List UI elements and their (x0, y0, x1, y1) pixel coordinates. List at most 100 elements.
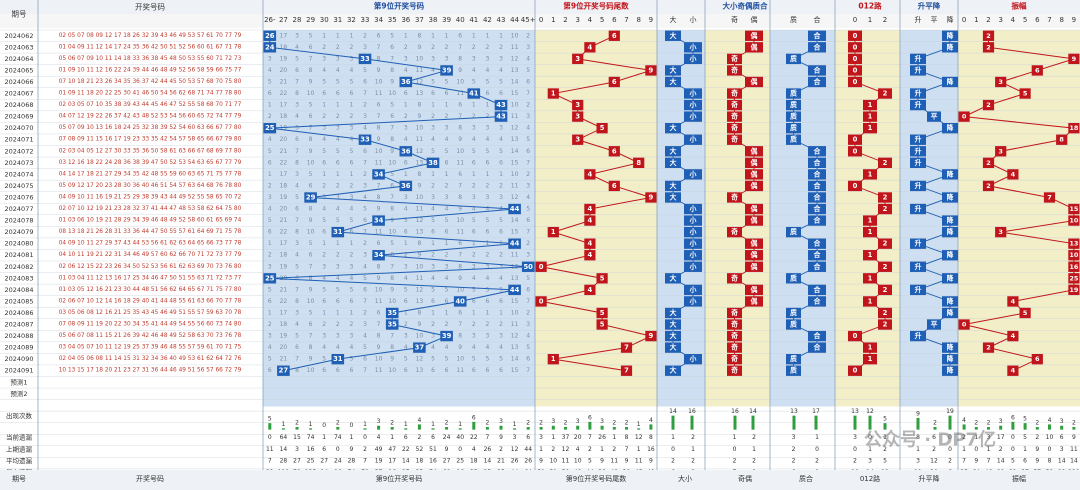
period-label: 2024068 (5, 101, 34, 109)
miss-value: 4 (499, 275, 503, 282)
avg_miss-misc-value: 2 (815, 457, 819, 464)
miss-value: 3 (485, 263, 489, 270)
size-ball (684, 226, 702, 238)
road-ball (878, 203, 892, 215)
prev_miss-number-value: 51 (429, 446, 437, 453)
miss-value: 12 (416, 148, 424, 155)
miss-value: 6 (363, 148, 367, 155)
miss-value: 4 (295, 321, 299, 328)
avg_miss-number-value: 16 (429, 457, 437, 464)
number-ball-label: 41 (469, 90, 479, 98)
miss-value: 2 (499, 321, 503, 328)
trend-ball-label: 升 (915, 135, 922, 144)
avg_miss-number-value: 25 (307, 457, 315, 464)
cur_miss-number-value: 74 (307, 434, 315, 441)
miss-value: 6 (445, 298, 449, 305)
trend-ball-label: 升 (915, 181, 922, 190)
size-ball (665, 342, 681, 353)
miss-value: 9 (377, 206, 381, 213)
subheader-road: 0 (853, 16, 857, 24)
prev_miss-number-value: 26 (484, 446, 492, 453)
subheader-amp: 5 (1023, 16, 1027, 24)
miss-value: 2 (445, 321, 449, 328)
miss-value: 11 (375, 367, 383, 374)
trend-ball (942, 307, 958, 319)
road-ball (848, 65, 862, 76)
miss-value: 2 (472, 182, 476, 189)
subheader-number: 42 (483, 16, 492, 24)
road-ball-label: 2 (883, 159, 888, 167)
tail-ball-label: 3 (575, 101, 580, 109)
appear-bar (268, 423, 272, 430)
tail-ball (608, 30, 620, 41)
prev_miss-number-value: 22 (402, 446, 410, 453)
appear-value: 2 (1072, 420, 1076, 427)
appear-bar (445, 427, 449, 430)
appear-value: 6 (1011, 414, 1015, 421)
parity-ball (727, 342, 742, 353)
avg_miss-road-value: 3 (868, 457, 872, 464)
size-ball (665, 157, 681, 168)
miss-value: 1 (322, 32, 326, 39)
cur_miss-tail-value: 1 (612, 434, 616, 441)
miss-value: 3 (445, 263, 449, 270)
avg_miss-misc-value: 2 (733, 457, 737, 464)
appear-bar (933, 427, 937, 430)
prime-ball-label: 合 (813, 331, 821, 340)
miss-value: 1 (404, 102, 408, 109)
miss-value: 5 (390, 102, 394, 109)
draw-numbers: 04 07 12 19 22 26 37 42 43 48 52 53 54 5… (59, 114, 242, 120)
size-ball (684, 42, 702, 53)
miss-value: 4 (268, 67, 272, 74)
miss-value: 10 (388, 159, 396, 166)
miss-value: 9 (417, 44, 421, 51)
road-ball-label: 1 (868, 228, 873, 236)
appear-value: 12 (866, 408, 874, 415)
trend-ball-label: 降 (947, 192, 954, 201)
avg_miss-number-value: 18 (470, 457, 478, 464)
amp-ball-label: 2 (986, 101, 991, 109)
miss-value: 8 (417, 102, 421, 109)
size-ball (684, 169, 702, 180)
parity-ball-label: 偶 (751, 262, 758, 271)
number-ball-label: 44 (510, 286, 520, 294)
cur_miss-number-value: 64 (280, 434, 288, 441)
miss-value: 5 (445, 148, 449, 155)
draw-numbers: 02 05 07 08 09 12 17 18 26 32 39 43 46 4… (59, 33, 242, 39)
number-ball (263, 273, 277, 284)
number-ball (331, 354, 345, 365)
miss-value: 5 (499, 356, 503, 363)
miss-value: 6 (336, 159, 340, 166)
miss-value: 10 (456, 356, 464, 363)
draw-numbers: 07 10 18 21 23 26 34 35 36 37 42 44 45 5… (59, 79, 242, 85)
number-ball-label: 34 (374, 217, 384, 225)
avg_miss-trend-value: 2 (948, 457, 952, 464)
tail-ball-label: 7 (624, 367, 629, 375)
miss-value: 6 (499, 159, 503, 166)
miss-value: 2 (526, 32, 530, 39)
miss-value: 1 (404, 32, 408, 39)
trend-ball (942, 250, 958, 261)
miss-value: 5 (472, 148, 476, 155)
miss-value: 19 (280, 125, 288, 132)
size-ball (684, 296, 702, 307)
miss-value: 3 (295, 171, 299, 178)
miss-value: 21 (280, 148, 288, 155)
prev_miss-amp-value: 0 (974, 446, 978, 453)
miss-value: 5 (526, 206, 530, 213)
tail-ball-label: 1 (551, 355, 556, 363)
size-ball (684, 250, 702, 261)
size-ball (684, 203, 702, 215)
miss-value: 12 (511, 194, 519, 201)
miss-value: 2 (336, 182, 340, 189)
prev_miss-tail-value: 4 (576, 446, 580, 453)
subheader-tail: 7 (624, 16, 628, 24)
number-ball-label: 31 (333, 355, 343, 363)
miss-value: 10 (307, 367, 315, 374)
avg_miss-number-value: 7 (363, 457, 367, 464)
prev_miss-tail-value: 12 (562, 446, 570, 453)
tail-ball-label: 9 (649, 332, 654, 340)
trend-ball-label: 降 (947, 343, 954, 352)
avg_miss-number-value: 17 (388, 457, 396, 464)
miss-value: 8 (309, 136, 313, 143)
